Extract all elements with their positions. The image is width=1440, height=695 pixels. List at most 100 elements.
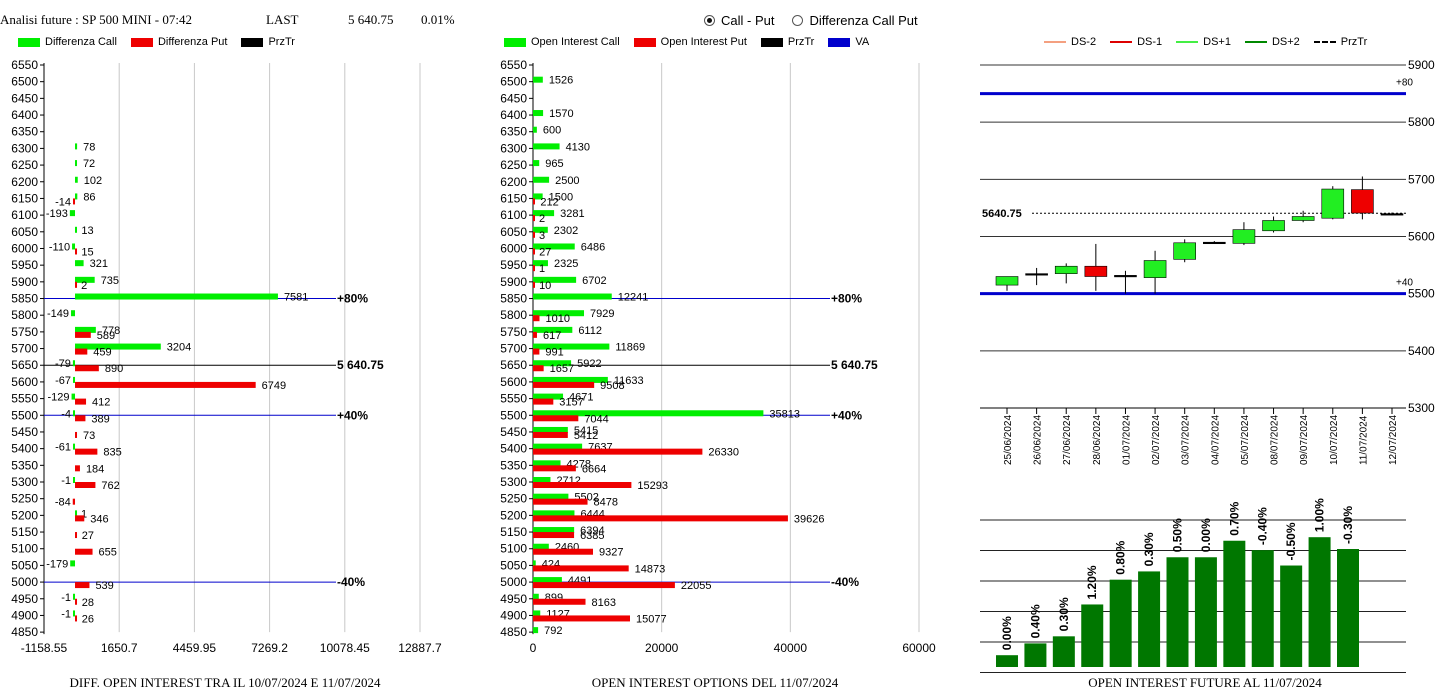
oi-x-tick-label: 20000: [645, 641, 679, 655]
legend-swatch: [130, 37, 153, 47]
candle-body: [1173, 242, 1196, 260]
candle-x-tick-label: 12/07/2024: [1388, 415, 1399, 465]
legend-item: Differenza Put: [130, 36, 227, 48]
oi-bar: [533, 326, 573, 333]
future-bar: [1251, 550, 1274, 667]
diff-y-tick-label: 5250: [11, 492, 38, 506]
diff-bar-label: 86: [83, 191, 95, 203]
diff-bar: [72, 360, 76, 367]
oi-bar: [533, 281, 535, 288]
oi-bar-label: 22055: [681, 580, 712, 592]
legend-swatch: [1313, 41, 1336, 43]
future-bar-label: -0.50%: [1284, 522, 1298, 560]
oi-x-tick-label: 60000: [902, 641, 936, 655]
diff-bar: [73, 410, 76, 417]
oi-y-tick-label: 6550: [500, 58, 527, 72]
diff-bar: [73, 198, 76, 205]
oi-przTr-label: 5 640.75: [831, 358, 878, 372]
diff-bar-label: 735: [101, 275, 119, 287]
oi-y-tick-label: 6100: [500, 208, 527, 222]
legend-candle: DS-2 DS-1 DS+1 DS+2 PrzTr: [1044, 36, 1367, 48]
oi-bar: [533, 482, 632, 488]
oi-bar: [533, 376, 608, 383]
diff-y-tick-label: 5600: [11, 375, 38, 389]
diff-bar: [75, 276, 95, 283]
candle-body: [1351, 189, 1374, 214]
diff-y-tick-label: 5650: [11, 358, 38, 372]
diff-bar: [73, 610, 76, 617]
oi-bar: [533, 443, 583, 450]
diff-y-tick-label: 6000: [11, 241, 38, 255]
diff-y-tick-label: 5000: [11, 575, 38, 589]
radio-differenza-call-put[interactable]: Differenza Call Put: [792, 13, 918, 28]
diff-va-label: +40%: [337, 408, 368, 422]
candle-x-tick-label: 02/07/2024: [1151, 415, 1162, 465]
footer-oi: OPEN INTEREST OPTIONS DEL 11/07/2024: [591, 675, 839, 690]
diff-y-tick-label: 5550: [11, 392, 38, 406]
radio-selected-icon: [704, 15, 715, 26]
future-bar-label: 0.00%: [1199, 518, 1213, 552]
legend-item: PrzTr: [241, 36, 295, 48]
diff-y-tick-label: 6050: [11, 225, 38, 239]
oi-bar: [533, 460, 561, 467]
diff-x-tick-label: -1158.55: [21, 641, 68, 655]
candle-y-tick-label: 5400: [1408, 344, 1435, 358]
diff-bar-label: 890: [105, 363, 123, 375]
oi-bar: [533, 493, 569, 500]
oi-bar-label: 5412: [574, 430, 598, 442]
future-bar-label: 1.00%: [1313, 498, 1327, 532]
oi-bar-label: 4671: [569, 392, 593, 404]
legend-item: Open Interest Call: [504, 36, 620, 48]
change-percent: 0.01%: [421, 12, 455, 27]
oi-bar-label: 2: [539, 213, 545, 225]
diff-y-tick-label: 5700: [11, 342, 38, 356]
footer-future: OPEN INTEREST FUTURE AL 11/07/2024: [1088, 675, 1322, 690]
candle-level-label: +80: [1396, 78, 1413, 89]
oi-va-label: +40%: [831, 408, 862, 422]
oi-y-tick-label: 6000: [500, 241, 527, 255]
diff-bar: [75, 193, 78, 200]
radio-call-put[interactable]: Call - Put: [704, 13, 774, 28]
diff-x-tick-label: 10078.45: [320, 641, 370, 655]
oi-bar: [533, 393, 564, 400]
candle-x-tick-label: 25/06/2024: [1003, 415, 1014, 465]
candle-x-tick-label: 11/07/2024: [1358, 415, 1369, 465]
diff-bar: [75, 365, 99, 372]
diff-x-tick-label: 1650.7: [101, 641, 138, 655]
candle-y-tick-label: 5900: [1408, 58, 1435, 72]
oi-bar-label: 4130: [566, 141, 590, 153]
oi-bar-label: 1570: [549, 108, 573, 120]
future-bar-label: 0.40%: [1028, 604, 1042, 638]
diff-bar-label: 102: [84, 175, 102, 187]
diff-bar-label: 655: [99, 547, 117, 559]
oi-y-tick-label: 5200: [500, 508, 527, 522]
oi-bar-label: 991: [545, 347, 563, 359]
oi-bar: [533, 543, 549, 550]
future-bar: [1081, 604, 1104, 667]
diff-bar: [75, 398, 87, 405]
legend-swatch: [828, 37, 851, 47]
oi-bar-label: 15077: [636, 613, 667, 625]
diff-y-tick-label: 5350: [11, 458, 38, 472]
future-bar-label: 0.70%: [1227, 501, 1241, 535]
oi-bar-label: 7044: [584, 413, 608, 425]
oi-bar: [533, 477, 551, 483]
oi-bar: [533, 560, 536, 567]
diff-bar-label: 27: [82, 530, 94, 542]
oi-y-tick-label: 6050: [500, 225, 527, 239]
diff-y-tick-label: 5100: [11, 542, 38, 556]
candle-body: [1025, 273, 1048, 276]
oi-y-tick-label: 5900: [500, 275, 527, 289]
oi-bar-label: 965: [545, 158, 563, 170]
candle-x-tick-label: 01/07/2024: [1121, 415, 1132, 465]
future-bar: [1166, 557, 1189, 667]
diff-bar-label: 589: [97, 330, 115, 342]
diff-bar-label: -61: [55, 442, 71, 454]
diff-bar: [75, 160, 78, 167]
legend-item: PrzTr: [1313, 36, 1367, 48]
oi-bar-label: 6702: [582, 275, 606, 287]
diff-bar-label: -1: [61, 475, 71, 487]
oi-bar-label: 792: [544, 625, 562, 637]
oi-bar: [533, 593, 539, 600]
diff-bar-label: 835: [103, 447, 121, 459]
